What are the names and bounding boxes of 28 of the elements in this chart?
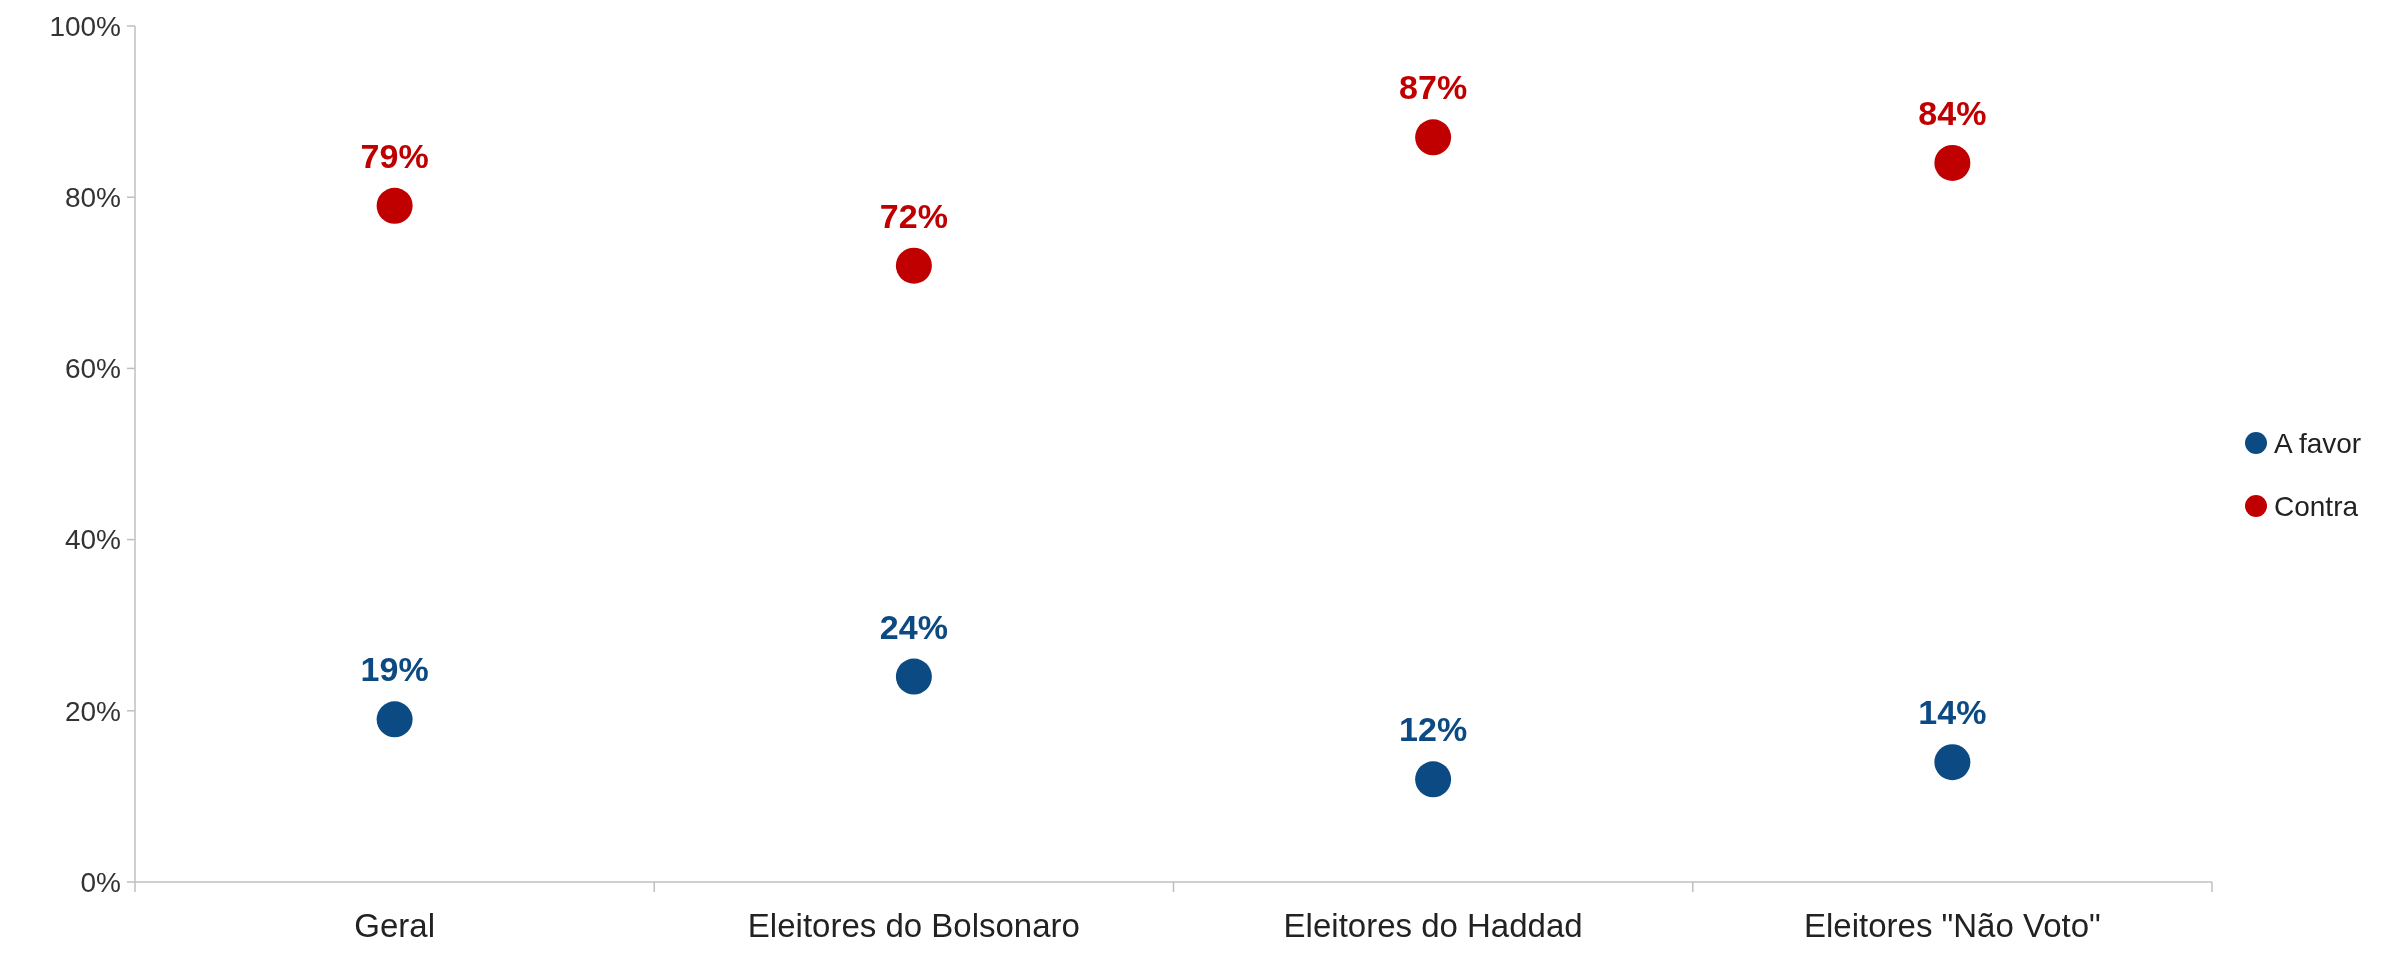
data-label: 12% xyxy=(1399,710,1468,749)
y-tick-label: 100% xyxy=(49,10,121,42)
x-tick-label: Geral xyxy=(354,907,435,944)
y-tick-label: 40% xyxy=(64,524,121,556)
y-tick-label: 0% xyxy=(80,866,121,898)
point xyxy=(895,658,932,695)
x-tick-label: Eleitores "Não Voto" xyxy=(1803,907,2101,944)
point xyxy=(1934,744,1971,781)
x-tick-label: Eleitores do Bolsonaro xyxy=(747,907,1080,944)
data-label: 84% xyxy=(1918,93,1987,132)
point xyxy=(1934,144,1971,181)
data-label: 79% xyxy=(360,136,429,175)
data-label: 24% xyxy=(879,607,948,646)
data-label: 87% xyxy=(1399,68,1468,107)
legend-label: Contra xyxy=(2274,490,2359,522)
legend-label: A favor xyxy=(2274,427,2362,459)
x-tick-label: Eleitores do Haddad xyxy=(1283,907,1583,944)
data-label: 72% xyxy=(879,196,948,235)
point xyxy=(376,701,413,738)
point xyxy=(1415,119,1452,156)
y-tick-label: 60% xyxy=(64,353,121,385)
y-tick-label: 80% xyxy=(64,182,121,213)
data-label: 14% xyxy=(1918,693,1987,732)
point xyxy=(1415,761,1452,798)
point xyxy=(895,247,932,284)
point xyxy=(376,187,413,224)
data-label: 19% xyxy=(360,650,429,689)
y-tick-label: 20% xyxy=(64,695,121,727)
